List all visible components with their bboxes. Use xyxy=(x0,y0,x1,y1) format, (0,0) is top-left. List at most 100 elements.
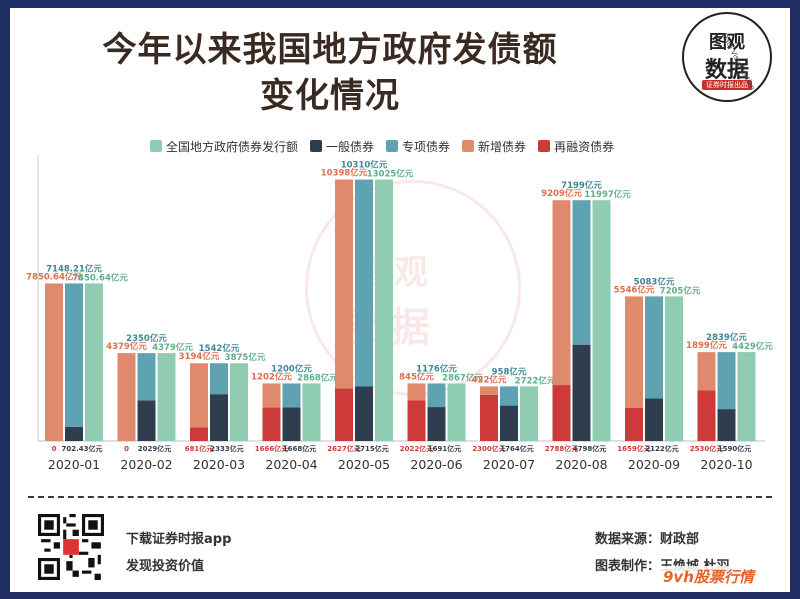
bar-special xyxy=(572,200,591,345)
legend-label-new: 新增债券 xyxy=(478,139,527,154)
data-label-total: 13025亿元 xyxy=(367,169,414,180)
legend-item-general: 一般债券 xyxy=(310,138,374,155)
bar-special xyxy=(645,296,663,399)
bar-general xyxy=(65,426,83,441)
x-tick-label: 2020-06 xyxy=(410,457,462,472)
bar-new xyxy=(190,363,208,428)
bar-new xyxy=(335,179,353,389)
data-label-special: 7148.21亿元 xyxy=(46,263,102,274)
bar-total xyxy=(375,179,393,441)
data-label-general: 702.43亿元 xyxy=(61,444,102,453)
data-label-total: 4379亿元 xyxy=(152,342,193,353)
data-label-refinance: 0 xyxy=(124,445,129,453)
data-label-total: 3875亿元 xyxy=(225,352,266,363)
bar-new xyxy=(407,383,426,401)
data-label-general: 4798亿元 xyxy=(573,444,606,453)
data-label-total: 2867亿元 xyxy=(442,372,483,383)
data-label-refinance: 2627亿元 xyxy=(327,444,360,453)
bar-new xyxy=(45,283,63,441)
logo-line2: 数据 xyxy=(704,58,749,83)
bar-special xyxy=(427,383,446,408)
data-label-refinance: 2022亿元 xyxy=(400,444,433,453)
data-label-new: 5546亿元 xyxy=(614,284,655,295)
legend-swatch-general xyxy=(310,140,323,152)
bar-special xyxy=(65,283,83,427)
data-label-new: 3194亿元 xyxy=(179,351,220,362)
data-label-special: 10310亿元 xyxy=(341,160,388,171)
data-label-special: 7199亿元 xyxy=(561,180,602,191)
data-label-general: 1668亿元 xyxy=(283,444,316,453)
legend-label-general: 一般债券 xyxy=(326,139,375,154)
x-tick-label: 2020-05 xyxy=(338,457,390,472)
footer-app-slogan: 发现投资价值 xyxy=(126,559,205,574)
legend-label-special: 专项债券 xyxy=(402,139,451,154)
bar-general xyxy=(210,394,228,441)
data-label-general: 2029亿元 xyxy=(138,444,171,453)
data-label-general: 2333亿元 xyxy=(210,444,243,453)
legend-label-refinance: 再融资债券 xyxy=(554,139,615,154)
data-label-new: 422亿元 xyxy=(472,374,507,385)
data-label-refinance: 2788亿元 xyxy=(545,444,578,453)
chart-title-line2: 变化情况 xyxy=(260,76,400,116)
legend-swatch-total xyxy=(150,140,162,152)
bar-new xyxy=(117,353,136,441)
bar-total xyxy=(85,283,103,441)
logo-tag: 证券时报出品 xyxy=(702,80,752,90)
data-label-new: 1202亿元 xyxy=(251,371,292,382)
legend-item-total: 全国地方政府债券发行额 xyxy=(150,138,298,155)
x-tick-label: 2020-07 xyxy=(483,457,535,472)
footer-divider xyxy=(28,496,772,498)
data-label-refinance: 2530亿元 xyxy=(690,444,723,453)
data-label-refinance: 681亿元 xyxy=(185,444,214,453)
data-label-refinance: 1659亿元 xyxy=(617,444,650,453)
data-label-special: 1176亿元 xyxy=(416,363,457,374)
data-label-new: 7850.64亿元 xyxy=(26,271,82,282)
data-label-new: 1899亿元 xyxy=(686,340,727,351)
logo-line1: 图观 xyxy=(709,32,745,53)
data-label-new: 845亿元 xyxy=(399,371,434,382)
bar-refinance xyxy=(407,400,426,441)
bar-general xyxy=(355,386,373,441)
bar-total xyxy=(230,363,248,441)
data-label-refinance: 0 xyxy=(52,445,57,453)
bar-new xyxy=(480,386,498,395)
qr-code-icon xyxy=(38,514,104,580)
bar-general xyxy=(427,407,446,441)
bar-new xyxy=(697,352,716,391)
data-label-new: 10398亿元 xyxy=(321,168,368,179)
legend-item-special: 专项债券 xyxy=(386,138,450,155)
bar-new xyxy=(552,200,571,386)
x-tick-label: 2020-04 xyxy=(265,457,317,472)
data-label-new: 4379亿元 xyxy=(106,341,147,352)
data-label-total: 2722亿元 xyxy=(515,375,556,386)
data-label-total: 11997亿元 xyxy=(584,189,631,200)
data-label-refinance: 2300亿元 xyxy=(472,444,505,453)
bar-general xyxy=(137,400,156,441)
bar-general xyxy=(572,344,591,441)
x-tick-label: 2020-09 xyxy=(628,457,680,472)
bar-new xyxy=(262,383,281,408)
data-label-special: 1542亿元 xyxy=(199,343,240,354)
data-label-total: 4429亿元 xyxy=(732,341,773,352)
bar-total xyxy=(737,352,756,441)
data-label-total: 2868亿元 xyxy=(297,372,338,383)
data-label-general: 1691亿元 xyxy=(428,444,461,453)
bar-special xyxy=(717,352,736,410)
bar-special xyxy=(355,179,373,387)
bar-refinance xyxy=(697,390,716,441)
data-label-refinance: 1666亿元 xyxy=(255,444,288,453)
data-label-general: 2715亿元 xyxy=(355,444,388,453)
legend-item-new: 新增债券 xyxy=(462,138,526,155)
legend-swatch-new xyxy=(462,140,475,152)
bar-refinance xyxy=(480,394,498,441)
x-tick-label: 2020-01 xyxy=(48,457,100,472)
chart-legend: 全国地方政府债券发行额 一般债券 专项债券 新增债券 再融资债券 xyxy=(150,136,614,156)
data-label-general: 1764亿元 xyxy=(500,444,533,453)
data-label-special: 958亿元 xyxy=(492,366,527,377)
chart-title: 今年以来我国地方政府发债额 xyxy=(102,30,558,70)
logo-badge: 图观 数据 证券时报出品 Data Visualization xyxy=(682,12,772,102)
data-label-special: 2350亿元 xyxy=(126,333,167,344)
footer-brand-watermark: 9vh股票行情 xyxy=(660,566,757,587)
bar-refinance xyxy=(335,388,353,441)
